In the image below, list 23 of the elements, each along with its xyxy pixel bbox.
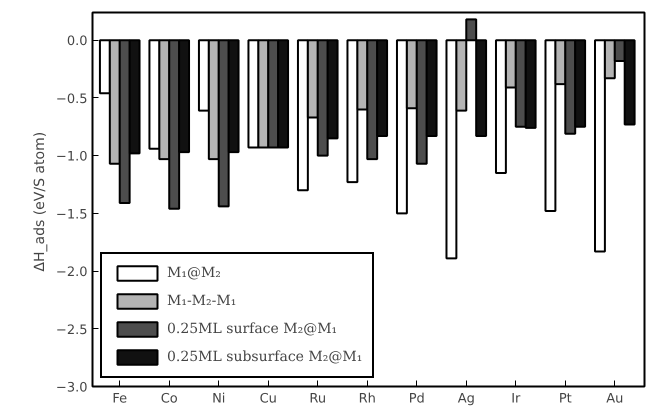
y-tick-label: −2.5: [56, 322, 88, 338]
x-tick-label: Ni: [212, 392, 226, 406]
y-axis-title: ΔH_ads (eV/S atom): [32, 132, 48, 272]
x-tick-label: Pd: [408, 392, 425, 406]
legend-label: 0.25ML surface M₂@M₁: [167, 321, 338, 337]
x-tick-label: Cu: [260, 392, 277, 406]
legend-label: M₁@M₂: [167, 265, 221, 281]
y-tick-label: −1.5: [56, 207, 88, 222]
legend-label: 0.25ML subsurface M₂@M₁: [167, 349, 362, 365]
legend-label: M₁-M₂-M₁: [167, 293, 236, 309]
y-tick-label: −2.0: [56, 265, 88, 280]
x-tick-label: Au: [606, 392, 624, 406]
x-tick-label: Co: [160, 392, 178, 406]
x-tick-label: Pt: [558, 392, 572, 406]
x-tick-label: Ir: [511, 392, 522, 406]
x-tick-label: Ag: [458, 392, 475, 406]
x-tick-label: Fe: [112, 392, 128, 406]
y-tick-label: −0.5: [56, 92, 88, 107]
x-tick-label: Ru: [309, 392, 326, 406]
y-tick-label: −1.0: [56, 150, 88, 165]
y-tick-label: 0.0: [66, 34, 88, 50]
y-tick-label: −3.0: [56, 380, 88, 396]
x-tick-label: Rh: [358, 392, 376, 406]
